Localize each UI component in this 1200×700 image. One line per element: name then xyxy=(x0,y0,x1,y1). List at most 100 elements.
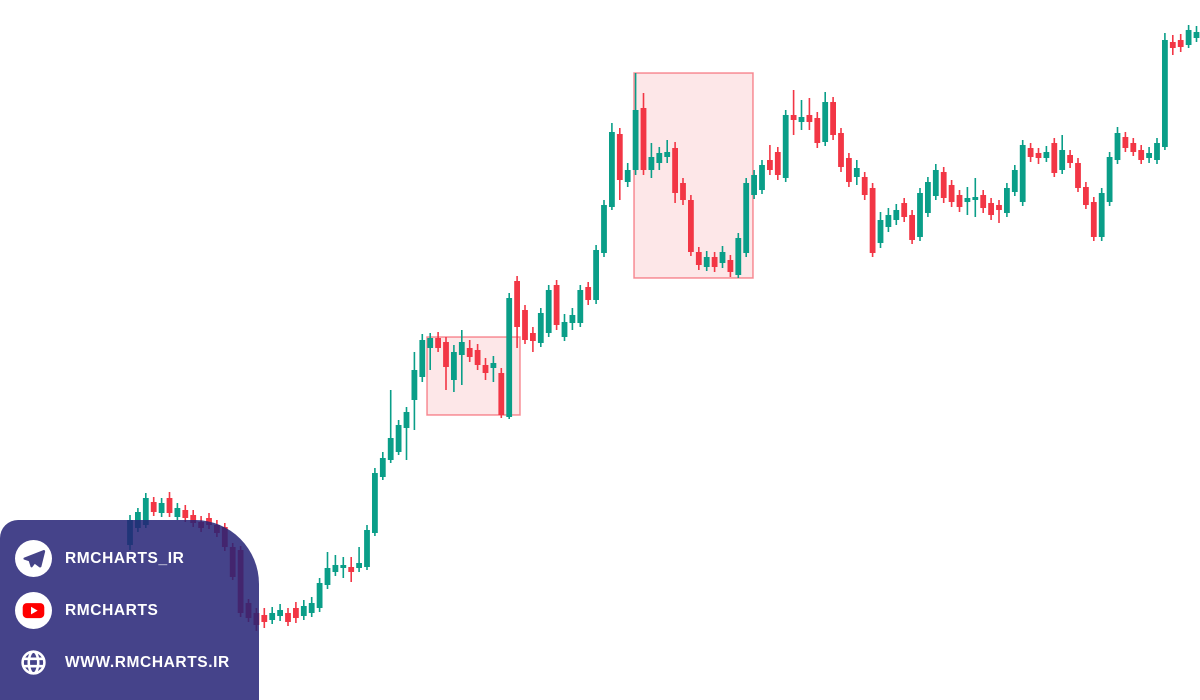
candle xyxy=(1035,148,1042,164)
candle xyxy=(150,497,157,516)
candle xyxy=(593,245,599,304)
candle xyxy=(419,334,426,382)
candle xyxy=(403,407,410,460)
candle xyxy=(877,212,884,248)
candle xyxy=(972,178,979,217)
candle xyxy=(395,420,402,455)
candle xyxy=(719,246,726,268)
candle xyxy=(711,252,718,272)
candle xyxy=(1011,165,1018,196)
candle xyxy=(561,314,568,341)
telegram-handle: RMCHARTS_IR xyxy=(65,549,185,567)
candle xyxy=(695,247,702,270)
candle xyxy=(822,92,829,146)
candle xyxy=(545,285,552,337)
candle xyxy=(482,358,489,380)
website-row: WWW.RMCHARTS.IR xyxy=(15,644,259,681)
globe-icon xyxy=(15,644,52,681)
candle xyxy=(909,210,915,244)
candle xyxy=(956,190,963,212)
candle xyxy=(790,90,797,135)
candle xyxy=(435,332,441,352)
candle xyxy=(1043,146,1050,162)
candle xyxy=(743,178,750,257)
candle xyxy=(798,100,805,130)
candle xyxy=(506,293,513,419)
candle xyxy=(767,145,773,175)
candle xyxy=(364,525,370,570)
branding-panel: RMCHARTS_IR RMCHARTS WWW. xyxy=(0,520,259,700)
candle xyxy=(727,255,734,277)
candle xyxy=(537,308,544,347)
candle xyxy=(1098,188,1105,241)
candle xyxy=(680,178,686,205)
candle xyxy=(735,233,742,278)
candle xyxy=(316,578,323,612)
candle xyxy=(964,187,971,215)
candle xyxy=(340,557,347,578)
candle xyxy=(490,356,497,382)
candle xyxy=(569,308,576,330)
candle xyxy=(142,493,149,528)
candle xyxy=(616,128,623,200)
candle xyxy=(648,143,655,178)
candle xyxy=(277,604,283,621)
candle xyxy=(285,608,291,626)
youtube-row: RMCHARTS xyxy=(15,592,259,629)
candle xyxy=(332,555,339,576)
candle xyxy=(1193,26,1200,42)
candle xyxy=(688,195,694,256)
candle xyxy=(838,128,844,172)
candle xyxy=(174,503,181,520)
candle xyxy=(782,110,789,182)
candle xyxy=(885,208,892,232)
candle xyxy=(522,305,528,344)
candle xyxy=(814,112,821,148)
candle xyxy=(1090,197,1097,241)
candle xyxy=(1027,143,1034,162)
candle xyxy=(925,177,931,217)
candle xyxy=(1106,152,1113,206)
candle xyxy=(514,276,520,348)
candle xyxy=(1075,158,1081,192)
candle xyxy=(751,170,757,199)
candle xyxy=(774,147,781,180)
candle xyxy=(1169,35,1176,55)
candle xyxy=(577,285,584,327)
candle xyxy=(901,198,908,222)
candle xyxy=(672,142,678,203)
candle xyxy=(1114,127,1121,164)
candle xyxy=(632,73,639,175)
candles xyxy=(127,25,1200,631)
consolidation-zone-1[interactable] xyxy=(426,336,521,416)
candle xyxy=(806,98,813,130)
candle xyxy=(624,163,631,187)
candle xyxy=(1130,138,1137,156)
candle xyxy=(759,160,765,194)
candle xyxy=(846,153,852,187)
candle xyxy=(498,368,505,418)
youtube-handle: RMCHARTS xyxy=(65,601,159,619)
candle xyxy=(893,204,900,225)
candle xyxy=(980,190,987,213)
candle xyxy=(356,547,362,572)
candle xyxy=(387,390,394,463)
candle xyxy=(664,140,671,163)
website-url: WWW.RMCHARTS.IR xyxy=(65,653,230,671)
candle xyxy=(474,344,481,370)
candle xyxy=(158,498,165,517)
candle xyxy=(1051,138,1058,177)
candle xyxy=(869,183,876,257)
candle xyxy=(1019,140,1026,206)
candle xyxy=(1059,135,1066,174)
candle xyxy=(1067,150,1073,168)
candle xyxy=(703,251,710,271)
candle xyxy=(932,164,939,200)
candle xyxy=(1004,183,1010,217)
candle xyxy=(609,123,615,210)
candle xyxy=(348,557,355,582)
candle xyxy=(261,608,268,628)
candle xyxy=(443,337,449,390)
